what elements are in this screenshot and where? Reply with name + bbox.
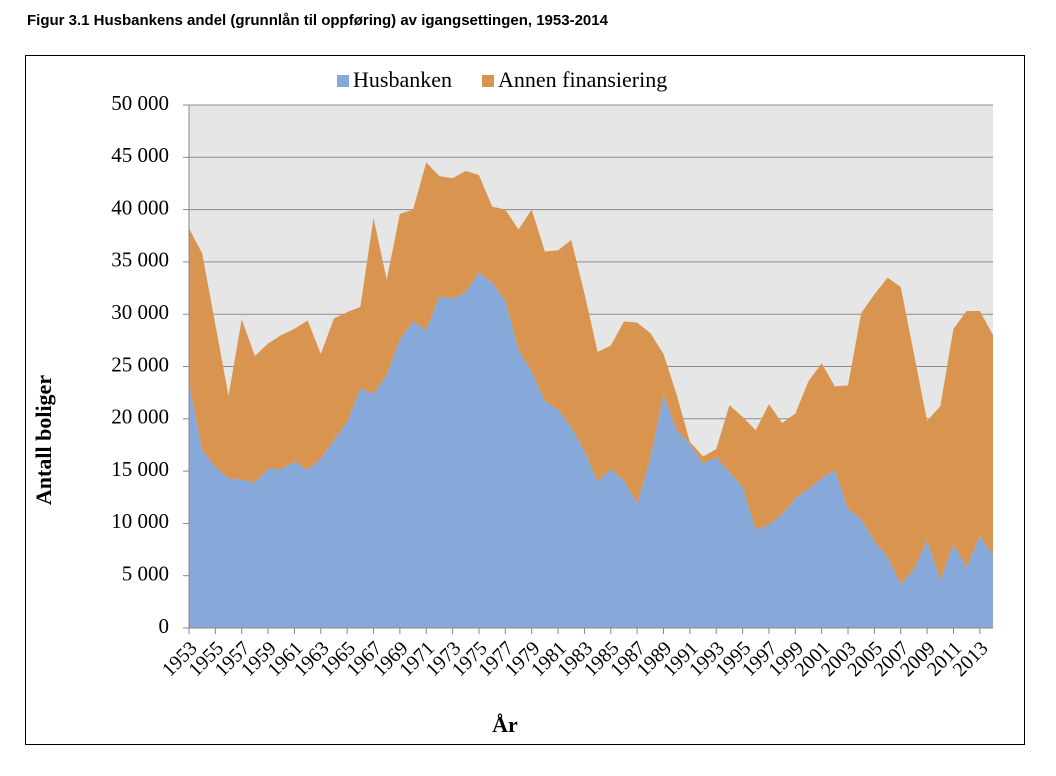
y-tick-label: 45 000 bbox=[111, 143, 169, 167]
area bbox=[189, 272, 993, 628]
y-tick-label: 35 000 bbox=[111, 248, 169, 272]
chart-title: Figur 3.1 Husbankens andel (grunnlån til… bbox=[27, 12, 609, 29]
y-tick-label: 15 000 bbox=[111, 457, 169, 481]
y-tick-label: 40 000 bbox=[111, 195, 169, 219]
y-tick-label: 0 bbox=[159, 614, 170, 638]
legend-swatch bbox=[481, 75, 494, 87]
y-tick-label: 30 000 bbox=[111, 300, 169, 324]
chart-frame bbox=[25, 55, 1025, 745]
legend-label: Annen finansiering bbox=[498, 67, 667, 92]
y-axis-title: Antall boliger bbox=[31, 375, 56, 505]
legend-label: Husbanken bbox=[353, 67, 452, 92]
area bbox=[189, 162, 993, 585]
y-tick-label: 25 000 bbox=[111, 352, 169, 376]
y-tick-label: 20 000 bbox=[111, 405, 169, 429]
legend-swatch bbox=[337, 75, 349, 87]
y-tick-label: 10 000 bbox=[111, 509, 169, 533]
y-tick-label: 50 000 bbox=[111, 91, 169, 115]
x-axis-title: År bbox=[492, 712, 518, 737]
y-tick-label: 5 000 bbox=[122, 562, 169, 586]
